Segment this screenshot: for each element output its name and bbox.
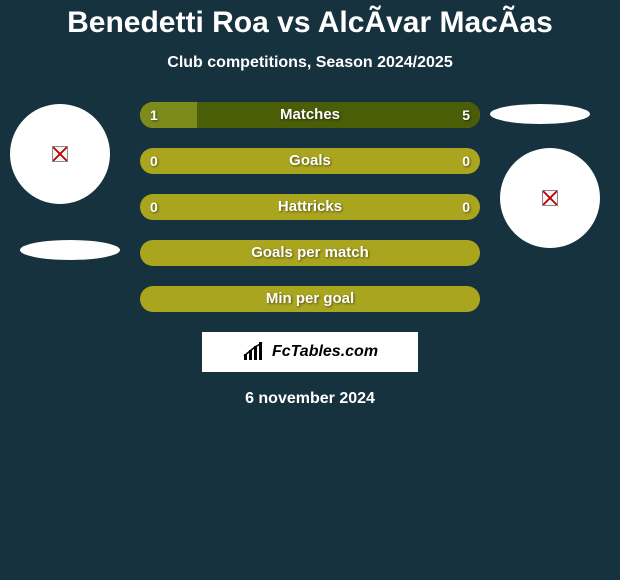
- stat-row: Goals per match: [140, 240, 480, 266]
- stat-value-right: 0: [462, 194, 470, 220]
- stat-label: Min per goal: [140, 286, 480, 312]
- player-left-avatar: [10, 104, 110, 204]
- stat-value-right: 0: [462, 148, 470, 174]
- stat-value-left: 1: [150, 102, 158, 128]
- stat-value-left: 0: [150, 194, 158, 220]
- stat-value-right: 5: [462, 102, 470, 128]
- player-right-avatar: [500, 148, 600, 248]
- stat-label: Goals: [140, 148, 480, 174]
- placeholder-icon: [542, 190, 558, 206]
- brand-badge: FcTables.com: [202, 332, 418, 372]
- brand-text: FcTables.com: [272, 343, 378, 361]
- placeholder-icon: [52, 146, 68, 162]
- stat-label: Goals per match: [140, 240, 480, 266]
- stat-bars: Matches15Goals00Hattricks00Goals per mat…: [140, 102, 480, 312]
- stat-row: Min per goal: [140, 286, 480, 312]
- player-left-shadow: [20, 240, 120, 260]
- stat-row: Goals0 0: [140, 148, 480, 174]
- stat-row: Hattricks0 0: [140, 194, 480, 220]
- stat-label: Hattricks: [140, 194, 480, 220]
- stat-fill-right: [197, 102, 480, 128]
- comparison-stage: Matches15Goals00Hattricks00Goals per mat…: [0, 102, 620, 408]
- player-right-shadow: [490, 104, 590, 124]
- bars-icon: [242, 342, 266, 362]
- stat-fill-left: [140, 102, 197, 128]
- stat-value-left: 0: [150, 148, 158, 174]
- page-title: Benedetti Roa vs AlcÃ­var MacÃ­as: [0, 6, 620, 40]
- stat-row: Matches15: [140, 102, 480, 128]
- date-text: 6 november 2024: [0, 390, 620, 408]
- page-subtitle: Club competitions, Season 2024/2025: [0, 54, 620, 72]
